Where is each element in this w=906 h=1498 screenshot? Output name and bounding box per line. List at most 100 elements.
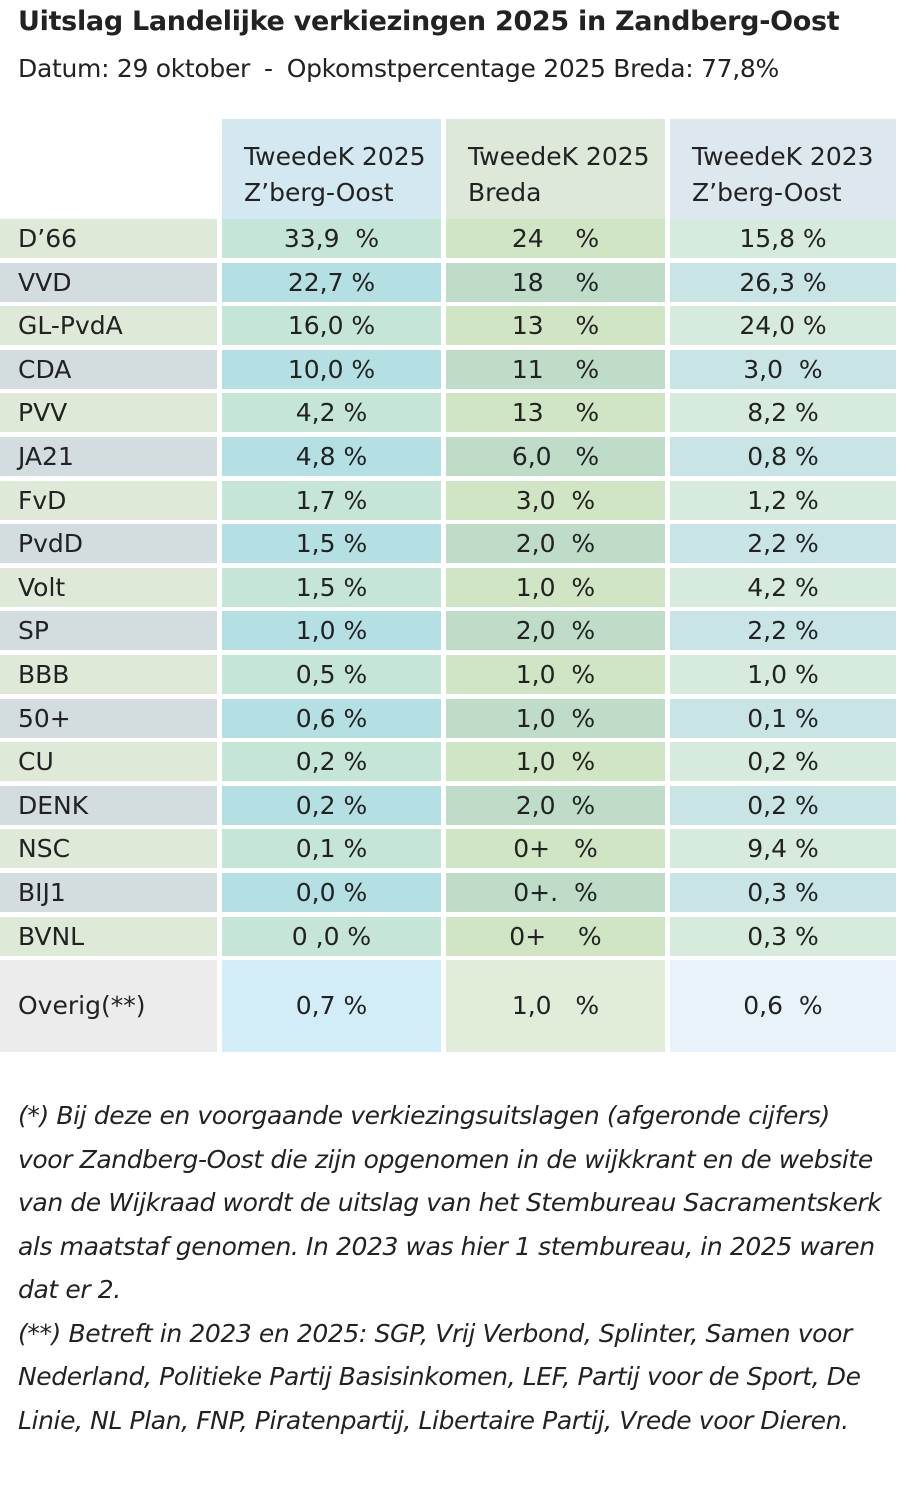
value-breda-2025: 0+ %: [446, 916, 665, 956]
turnout-percentage: Opkomstpercentage 2025 Breda: 77,8%: [286, 54, 779, 83]
table-row: BBB 0,5 % 1,0 % 1,0 %: [0, 654, 896, 699]
footnote-2: (**) Betreft in 2023 en 2025: SGP, Vrij …: [18, 1318, 861, 1435]
table-row-other: Overig(**) 0,7 % 1,0 % 0,6 %: [0, 960, 896, 1053]
value-breda-2025: 13 %: [446, 306, 665, 346]
value-breda-2025: 1,0 %: [446, 742, 665, 782]
value-zandberg-2025: 0,2 %: [222, 742, 441, 782]
value-zandberg-2023: 0,8 %: [670, 436, 896, 476]
value-zandberg-2023: 2,2 %: [670, 524, 896, 564]
party-name: PVV: [0, 393, 217, 433]
value-zandberg-2023: 0,1 %: [670, 698, 896, 738]
value-zandberg-2023: 0,2 %: [670, 742, 896, 782]
value-zandberg-2025: 0,7 %: [222, 960, 441, 1053]
value-zandberg-2025: 1,5 %: [222, 567, 441, 607]
value-breda-2025: 6,0 %: [446, 436, 665, 476]
header-breda-2025: TweedeK 2025 Breda: [446, 119, 665, 219]
value-zandberg-2025: 1,7 %: [222, 480, 441, 520]
party-name: DENK: [0, 785, 217, 825]
value-zandberg-2023: 15,8 %: [670, 219, 896, 258]
value-breda-2025: 2,0 %: [446, 611, 665, 651]
party-name: D’66: [0, 219, 217, 258]
party-name: FvD: [0, 480, 217, 520]
party-name: BBB: [0, 654, 217, 694]
table-row: PvdD 1,5 % 2,0 % 2,2 %: [0, 524, 896, 568]
value-breda-2025: 1,0 %: [446, 698, 665, 738]
table-row: NSC 0,1 % 0+ % 9,4 %: [0, 829, 896, 873]
party-name: SP: [0, 611, 217, 651]
value-zandberg-2025: 0,0 %: [222, 872, 441, 912]
header-zandberg-2025: TweedeK 2025 Z’berg-Oost: [222, 119, 441, 219]
header-line1: TweedeK 2023: [692, 142, 874, 171]
table-row: PVV 4,2 % 13 % 8,2 %: [0, 393, 896, 437]
table-row: Volt 1,5 % 1,0 % 4,2 %: [0, 567, 896, 612]
value-breda-2025: 18 %: [446, 262, 665, 302]
value-zandberg-2025: 22,7 %: [222, 262, 441, 302]
table-row: DENK 0,2 % 2,0 % 0,2 %: [0, 785, 896, 830]
value-breda-2025: 0+ %: [446, 829, 665, 869]
table-row: SP 1,0 % 2,0 % 2,2 %: [0, 611, 896, 655]
table-row: VVD 22,7 % 18 % 26,3 %: [0, 262, 896, 307]
footnote-1: (*) Bij deze en voorgaande verkiezingsui…: [18, 1101, 882, 1304]
value-zandberg-2025: 1,0 %: [222, 611, 441, 651]
header-zandberg-2023: TweedeK 2023 Z’berg-Oost: [670, 119, 896, 219]
table-row: GL-PvdA 16,0 % 13 % 24,0 %: [0, 306, 896, 350]
value-breda-2025: 2,0 %: [446, 524, 665, 564]
party-name: 50+: [0, 698, 217, 738]
value-breda-2025: 0+. %: [446, 872, 665, 912]
value-breda-2025: 1,0 %: [446, 567, 665, 607]
subtitle-separator: -: [264, 54, 273, 83]
header-line2: Breda: [468, 178, 542, 207]
party-name: PvdD: [0, 524, 217, 564]
table-row: D’66 33,9 % 24 % 15,8 %: [0, 219, 896, 263]
page-title: Uitslag Landelijke verkiezingen 2025 in …: [18, 6, 840, 37]
table-row: FvD 1,7 % 3,0 % 1,2 %: [0, 480, 896, 525]
value-zandberg-2023: 24,0 %: [670, 306, 896, 346]
party-name: CDA: [0, 349, 217, 389]
value-breda-2025: 1,0 %: [446, 654, 665, 694]
value-zandberg-2023: 2,2 %: [670, 611, 896, 651]
value-zandberg-2025: 0,2 %: [222, 785, 441, 825]
header-line2: Z’berg-Oost: [244, 178, 394, 207]
value-zandberg-2023: 26,3 %: [670, 262, 896, 302]
value-zandberg-2023: 3,0 %: [670, 349, 896, 389]
party-name: GL-PvdA: [0, 306, 217, 346]
header-line1: TweedeK 2025: [468, 142, 650, 171]
value-zandberg-2023: 0,3 %: [670, 872, 896, 912]
footnotes: (*) Bij deze en voorgaande verkiezingsui…: [18, 1094, 890, 1442]
party-name: NSC: [0, 829, 217, 869]
party-name: CU: [0, 742, 217, 782]
value-zandberg-2025: 0,5 %: [222, 654, 441, 694]
header-line1: TweedeK 2025: [244, 142, 426, 171]
value-breda-2025: 1,0 %: [446, 960, 665, 1053]
party-name: BVNL: [0, 916, 217, 956]
value-zandberg-2023: 0,3 %: [670, 916, 896, 956]
value-zandberg-2025: 0,6 %: [222, 698, 441, 738]
value-zandberg-2025: 0 ,0 %: [222, 916, 441, 956]
results-table: TweedeK 2025 Z’berg-Oost TweedeK 2025 Br…: [0, 119, 896, 1053]
table-body: D’66 33,9 % 24 % 15,8 % VVD 22,7 % 18 % 26,3 % G…: [0, 219, 896, 960]
table-row: CDA 10,0 % 11 % 3,0 %: [0, 349, 896, 394]
value-zandberg-2025: 16,0 %: [222, 306, 441, 346]
party-name: Volt: [0, 567, 217, 607]
value-breda-2025: 3,0 %: [446, 480, 665, 520]
table-row: BVNL 0 ,0 % 0+ % 0,3 %: [0, 916, 896, 961]
header-line2: Z’berg-Oost: [692, 178, 842, 207]
value-zandberg-2023: 0,6 %: [670, 960, 896, 1053]
value-breda-2025: 13 %: [446, 393, 665, 433]
header-party-cell: [0, 119, 217, 219]
party-name: Overig(**): [0, 960, 217, 1053]
table-row: 50+ 0,6 % 1,0 % 0,1 %: [0, 698, 896, 743]
value-zandberg-2025: 1,5 %: [222, 524, 441, 564]
value-zandberg-2023: 1,2 %: [670, 480, 896, 520]
value-zandberg-2025: 4,8 %: [222, 436, 441, 476]
value-breda-2025: 2,0 %: [446, 785, 665, 825]
subtitle: Datum: 29 oktober - Opkomstpercentage 2025…: [18, 54, 779, 83]
value-zandberg-2025: 33,9 %: [222, 219, 441, 258]
party-name: VVD: [0, 262, 217, 302]
value-zandberg-2025: 4,2 %: [222, 393, 441, 433]
table-row: BIJ1 0,0 % 0+. % 0,3 %: [0, 872, 896, 917]
value-zandberg-2023: 8,2 %: [670, 393, 896, 433]
election-date: Datum: 29 oktober: [18, 54, 250, 83]
value-breda-2025: 11 %: [446, 349, 665, 389]
table-header-row: TweedeK 2025 Z’berg-Oost TweedeK 2025 Br…: [0, 119, 896, 219]
